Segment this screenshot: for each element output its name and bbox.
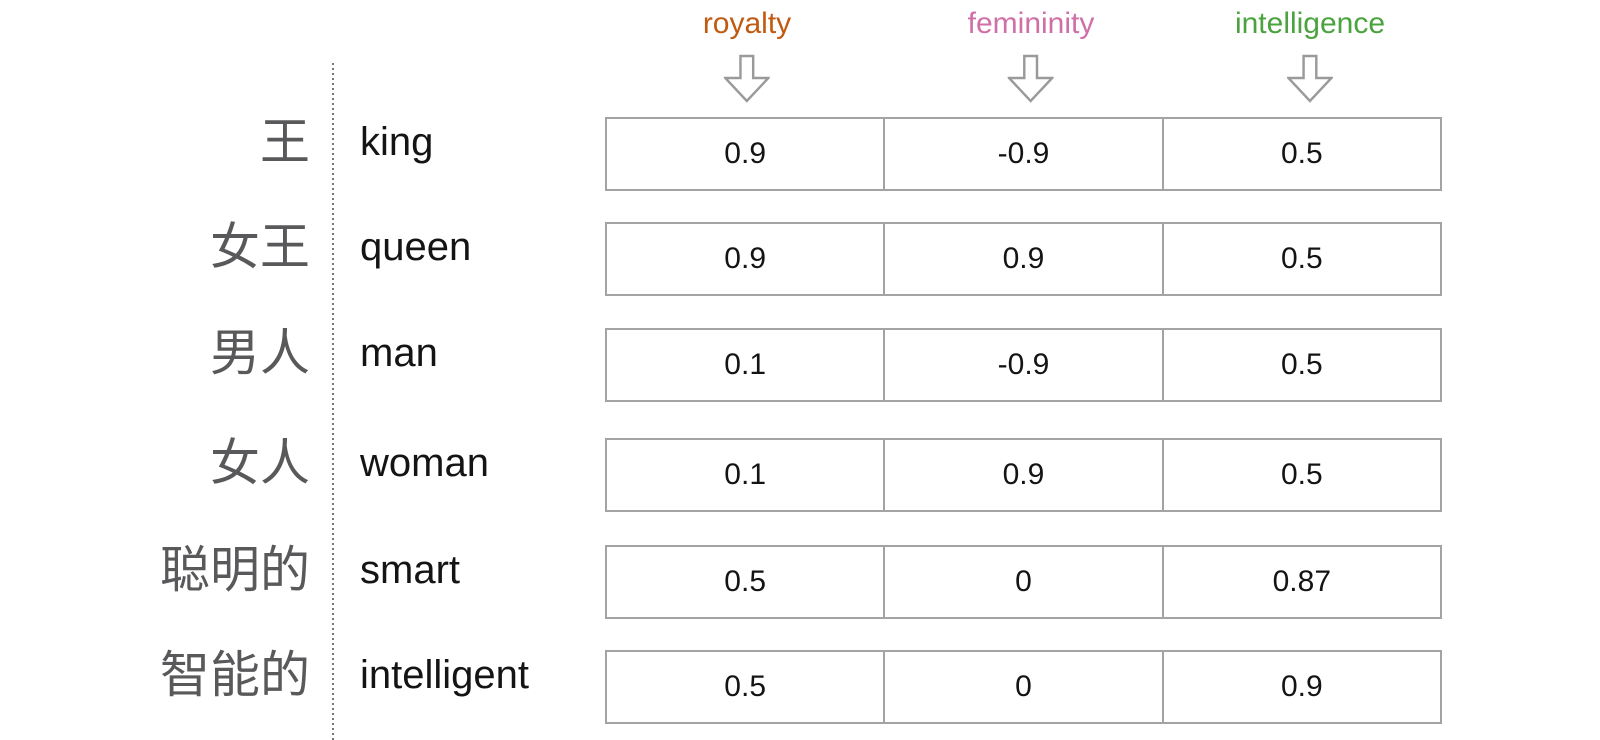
dimension-label: royalty xyxy=(702,7,792,40)
chinese-word-label: 聪明的 xyxy=(160,542,310,598)
embedding-row: 女人 woman 0.1 0.9 0.5 xyxy=(0,438,1600,512)
vector-value-cell: 0.5 xyxy=(724,565,767,598)
english-word-label: queen xyxy=(360,225,472,269)
vector-value-cell: 0.87 xyxy=(1161,547,1440,617)
vector-value-cell: 0.9 xyxy=(883,440,1161,510)
down-arrow-icon xyxy=(723,54,770,103)
embedding-vector-box: 0.5 0 0.9 xyxy=(605,650,1442,724)
down-arrow-icon xyxy=(1008,54,1054,103)
embedding-vector-box: 0.1 -0.9 0.5 xyxy=(605,328,1442,402)
vector-value-cell: 0.1 xyxy=(724,458,767,491)
embedding-vector-box: 0.1 0.9 0.5 xyxy=(605,438,1442,512)
embedding-row: 智能的 intelligent 0.5 0 0.9 xyxy=(0,650,1600,724)
chinese-word-label: 女王 xyxy=(210,219,310,275)
embedding-row: 男人 man 0.1 -0.9 0.5 xyxy=(0,328,1600,402)
vector-value-cell: 0.9 xyxy=(724,137,767,170)
dimension-label: femininity xyxy=(967,7,1095,40)
vector-value-cell: 0.5 xyxy=(1161,224,1440,294)
vector-value-cell: -0.9 xyxy=(883,119,1161,189)
vector-value-cell: 0.5 xyxy=(724,670,767,703)
language-divider-dotted-line xyxy=(332,63,334,740)
vector-value-cell: 0 xyxy=(883,547,1161,617)
vector-value-cell: 0.9 xyxy=(1161,652,1440,722)
chinese-word-label: 智能的 xyxy=(160,647,310,703)
chinese-word-label: 女人 xyxy=(210,435,310,491)
vector-value-cell: 0.1 xyxy=(724,348,767,381)
dimension-header: intelligence xyxy=(1235,6,1385,103)
embedding-vector-box: 0.5 0 0.87 xyxy=(605,545,1442,619)
chinese-word-label: 王 xyxy=(260,114,310,170)
dimension-header: royalty xyxy=(703,6,791,103)
vector-value-cell: -0.9 xyxy=(883,330,1161,400)
vector-value-cell: 0.9 xyxy=(724,242,767,275)
embedding-vector-box: 0.9 -0.9 0.5 xyxy=(605,117,1442,191)
embedding-row: 女王 queen 0.9 0.9 0.5 xyxy=(0,222,1600,296)
english-word-label: intelligent xyxy=(360,653,530,697)
vector-value-cell: 0 xyxy=(883,652,1161,722)
english-word-label: smart xyxy=(360,548,460,592)
english-word-label: woman xyxy=(360,441,489,485)
embedding-vector-box: 0.9 0.9 0.5 xyxy=(605,222,1442,296)
vector-value-cell: 0.5 xyxy=(1161,330,1440,400)
chinese-word-label: 男人 xyxy=(210,325,310,381)
embedding-row: 王 king 0.9 -0.9 0.5 xyxy=(0,117,1600,191)
dimension-header: femininity xyxy=(967,6,1095,103)
down-arrow-icon xyxy=(1286,54,1333,103)
vector-value-cell: 0.5 xyxy=(1161,119,1440,189)
vector-value-cell: 0.5 xyxy=(1161,440,1440,510)
english-word-label: king xyxy=(360,120,434,164)
dimension-label: intelligence xyxy=(1234,7,1386,40)
english-word-label: man xyxy=(360,331,438,375)
embedding-row: 聪明的 smart 0.5 0 0.87 xyxy=(0,545,1600,619)
vector-value-cell: 0.9 xyxy=(883,224,1161,294)
